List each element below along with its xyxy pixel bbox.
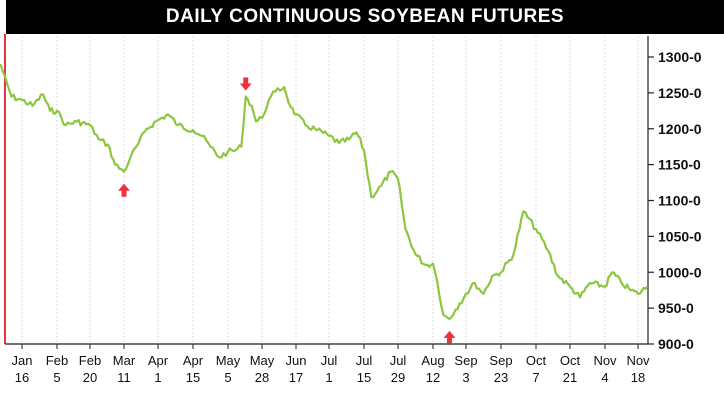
grid-layer xyxy=(21,36,639,344)
x-tick-label-day: 18 xyxy=(631,370,645,385)
x-tick-label-day: 11 xyxy=(117,370,131,385)
y-tick-labels: 900-0 950-0 1000-0 1050-0 1100-0 1150-0 1200-0… xyxy=(658,49,702,352)
y-tick-label: 1250-0 xyxy=(658,85,702,101)
x-tick-label-month: Jul xyxy=(390,353,407,368)
x-tick-label-month: Feb xyxy=(46,353,68,368)
x-tick-label-day: 17 xyxy=(289,370,303,385)
x-tick-label-day: 23 xyxy=(494,370,508,385)
x-tick-label-month: Jun xyxy=(286,353,307,368)
series-line xyxy=(0,63,649,320)
up-arrow-marker xyxy=(443,330,456,344)
x-tick-label-month: Sep xyxy=(489,353,512,368)
x-tick-label-day: 1 xyxy=(154,370,161,385)
x-tick-label-month: Oct xyxy=(560,353,581,368)
y-tick-label: 950-0 xyxy=(658,300,694,316)
y-tick-label: 900-0 xyxy=(658,336,694,352)
y-tick-label: 1000-0 xyxy=(658,264,702,280)
x-tick-label-day: 29 xyxy=(391,370,405,385)
x-tick-label-month: May xyxy=(250,353,275,368)
x-tick-label-month: Jan xyxy=(12,353,33,368)
x-tick-label-month: Apr xyxy=(148,353,169,368)
y-tick-label: 1300-0 xyxy=(658,49,702,65)
x-tick-label-month: Feb xyxy=(79,353,101,368)
down-arrow-marker xyxy=(239,77,252,91)
x-tick-label-month: Nov xyxy=(626,353,650,368)
x-tick-label-day: 21 xyxy=(563,370,577,385)
x-tick-label-day: 5 xyxy=(53,370,60,385)
x-tick-label-day: 5 xyxy=(224,370,231,385)
chart-title-bar: DAILY CONTINUOUS SOYBEAN FUTURES xyxy=(6,0,724,34)
series-layer xyxy=(0,63,649,320)
x-tick-label-month: May xyxy=(216,353,241,368)
x-tick-label-day: 12 xyxy=(426,370,440,385)
x-tick-label-month: Oct xyxy=(526,353,547,368)
x-tick-label-month: Sep xyxy=(454,353,477,368)
x-tick-label-day: 3 xyxy=(462,370,469,385)
y-tick-label: 1100-0 xyxy=(658,193,701,209)
x-tick-label-month: Nov xyxy=(593,353,617,368)
x-tick-label-month: Mar xyxy=(113,353,136,368)
x-tick-label-month: Jul xyxy=(321,353,338,368)
x-tick-label-day: 28 xyxy=(255,370,269,385)
x-tick-label-day: 1 xyxy=(325,370,332,385)
annotation-layer xyxy=(118,77,456,344)
x-tick-label-day: 4 xyxy=(601,370,608,385)
x-tick-label-day: 15 xyxy=(357,370,371,385)
x-tick-label-month: Jul xyxy=(356,353,373,368)
up-arrow-marker xyxy=(118,183,130,197)
x-tick-label-day: 20 xyxy=(83,370,97,385)
x-tick-label-month: Aug xyxy=(421,353,444,368)
x-tick-labels: Jan 16 Feb 5 Feb 20 Mar 11 Apr 1 Apr 15 May 5 May 28 Jun… xyxy=(12,353,651,385)
x-tick-label-day: 7 xyxy=(532,370,539,385)
y-tick-label: 1050-0 xyxy=(658,228,702,244)
x-tick-label-day: 15 xyxy=(186,370,200,385)
x-tick-label-day: 16 xyxy=(15,370,29,385)
chart-title: DAILY CONTINUOUS SOYBEAN FUTURES xyxy=(165,6,565,27)
axis-layer xyxy=(4,34,654,349)
y-tick-label: 1200-0 xyxy=(658,121,702,137)
x-tick-label-month: Apr xyxy=(183,353,204,368)
y-tick-label: 1150-0 xyxy=(658,157,701,173)
